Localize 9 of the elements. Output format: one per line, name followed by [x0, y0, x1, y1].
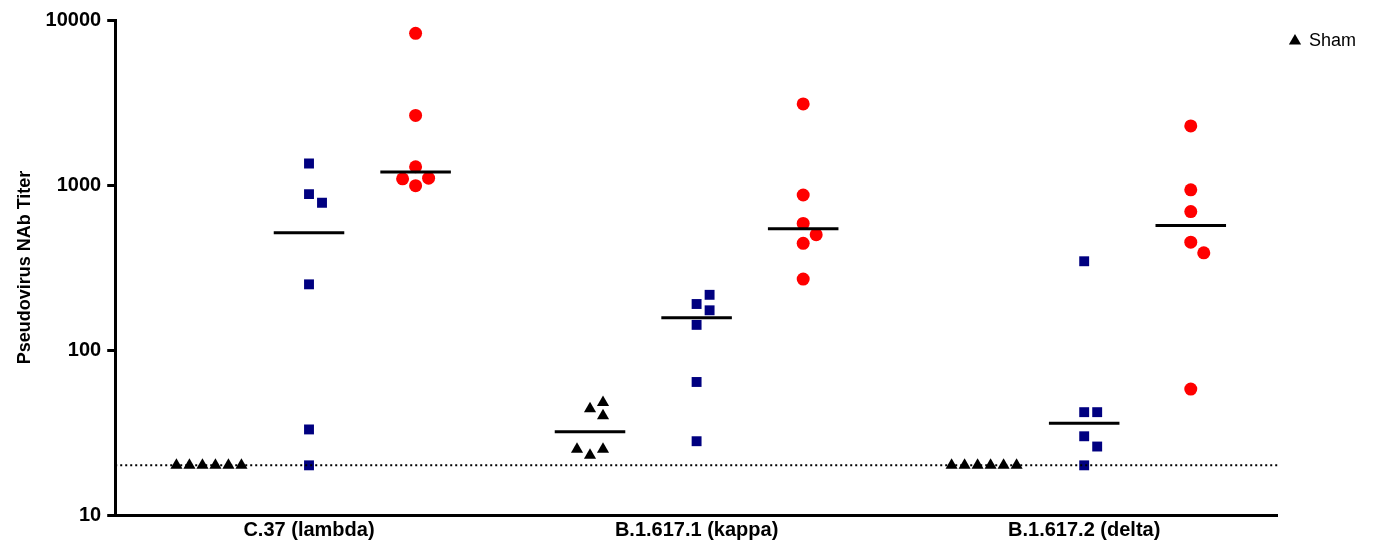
y-tick-label: 100: [67, 337, 102, 360]
y-tick-label: 10: [78, 502, 102, 525]
y-axis-title: Pseudovirus NAb Titer: [13, 170, 34, 365]
x-tick-label: C.37 (lambda): [243, 517, 375, 540]
y-tick-label: 1000: [56, 172, 102, 195]
y-tick-label: 10000: [45, 7, 102, 30]
x-tick-label: B.1.617.1 (kappa): [614, 517, 779, 540]
legend-label: Sham: [1308, 29, 1357, 50]
x-tick-label: B.1.617.2 (delta): [1008, 517, 1161, 540]
